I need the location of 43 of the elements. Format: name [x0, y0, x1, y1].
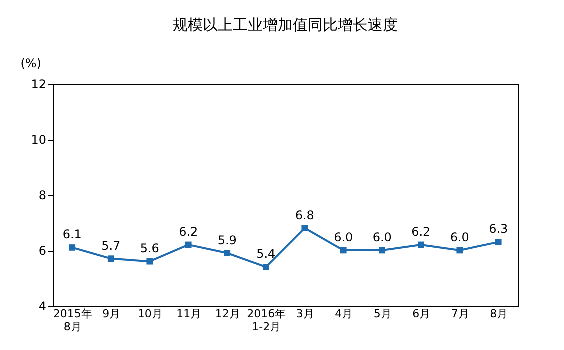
x-tick-label: 5月 [374, 308, 392, 320]
x-tick-label: 11月 [176, 308, 202, 320]
point [262, 264, 270, 270]
point [456, 247, 464, 254]
point [340, 247, 347, 254]
data-label: 5.7 [102, 238, 121, 253]
chart-title: 规模以上工业增加值同比增长速度 [173, 16, 398, 34]
x-tick-label: 2015年 8月 [53, 308, 92, 334]
point [108, 256, 114, 262]
point [185, 242, 192, 248]
x-tick-label: 7月 [451, 308, 470, 320]
point [418, 242, 424, 248]
point [379, 247, 386, 254]
y-tick-label: 4 [38, 300, 46, 314]
y-tick-label: 12 [31, 78, 46, 92]
data-label: 6.0 [334, 230, 354, 244]
data-label: 6.0 [450, 230, 470, 244]
point [302, 225, 308, 232]
x-tick-label: 2016年 1-2月 [247, 308, 286, 334]
y-tick-label: 6 [38, 244, 46, 258]
x-tick-label: 12月 [215, 308, 240, 320]
data-label: 6.2 [412, 224, 431, 239]
x-tick-label: 10月 [138, 308, 163, 320]
x-tick-label: 3月 [296, 308, 314, 320]
point [224, 250, 231, 256]
point [146, 258, 154, 265]
point [495, 239, 502, 246]
x-tick-label: 6月 [412, 308, 431, 320]
data-label: 5.4 [256, 247, 276, 262]
data-label: 6.2 [179, 224, 198, 239]
y-tick-label: 8 [38, 188, 46, 202]
data-label: 6.1 [62, 228, 82, 242]
data-label: 6.0 [372, 230, 392, 244]
data-label: 5.9 [218, 233, 237, 248]
point [69, 244, 76, 251]
x-tick-label: 8月 [490, 308, 508, 320]
y-tick-label: 10 [31, 133, 46, 147]
data-label: 6.3 [489, 222, 508, 236]
y-axis-title: (%) [20, 56, 42, 70]
data-label: 6.8 [295, 208, 314, 222]
x-tick-label: 4月 [335, 308, 354, 320]
data-label: 5.6 [140, 242, 160, 256]
x-tick-label: 9月 [102, 308, 121, 320]
